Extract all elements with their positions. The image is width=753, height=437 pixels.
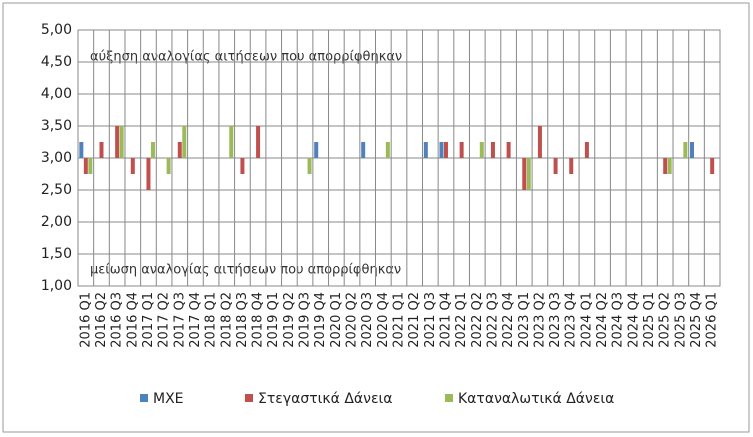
x-tick-label: 2021 Q3: [423, 292, 438, 348]
y-tick-label: 4,50: [41, 54, 72, 70]
x-tick-label: 2024 Q1: [579, 292, 594, 348]
x-tick-label: 2018 Q4: [251, 292, 266, 348]
x-tick-label: 2019 Q1: [266, 292, 281, 348]
x-tick-label: 2022 Q2: [470, 292, 485, 348]
x-tick-label: 2017 Q2: [157, 292, 172, 348]
x-tick-label: 2023 Q4: [564, 292, 579, 348]
x-tick-label: 2020 Q4: [376, 292, 391, 348]
x-tick-label: 2017 Q4: [188, 292, 203, 348]
bar: [182, 126, 187, 158]
bar: [115, 126, 120, 158]
x-tick-label: 2018 Q3: [235, 292, 250, 348]
y-tick-label: 5,00: [41, 22, 72, 38]
bar: [240, 158, 245, 174]
bar: [99, 142, 104, 158]
legend-label: Καταναλωτικά Δάνεια: [458, 391, 614, 407]
legend-label: Στεγαστικά Δάνεια: [258, 391, 392, 407]
bar: [490, 142, 495, 158]
x-tick-label: 2025 Q3: [673, 292, 688, 348]
bar: [553, 158, 558, 174]
bar: [526, 158, 531, 190]
x-tick-label: 2016 Q3: [110, 292, 125, 348]
legend-swatch: [445, 394, 453, 402]
bar: [385, 142, 390, 158]
x-tick-label: 2020 Q3: [360, 292, 375, 348]
bar: [166, 158, 171, 174]
bar: [569, 158, 574, 174]
bar: [130, 158, 135, 174]
bar: [83, 158, 88, 174]
bar: [256, 126, 261, 158]
x-tick-label: 2023 Q2: [532, 292, 547, 348]
x-tick-label: 2017 Q1: [141, 292, 156, 348]
bar: [88, 158, 93, 174]
bar: [307, 158, 312, 174]
x-tick-label: 2017 Q3: [172, 292, 187, 348]
bar: [119, 126, 124, 158]
x-tick-label: 2022 Q1: [454, 292, 469, 348]
x-tick-label: 2023 Q1: [517, 292, 532, 348]
bar: [690, 142, 695, 158]
bar: [506, 142, 511, 158]
bar: [439, 142, 444, 158]
x-tick-label: 2021 Q2: [407, 292, 422, 348]
x-tick-label: 2025 Q2: [658, 292, 673, 348]
x-tick-label: 2019 Q4: [313, 292, 328, 348]
bar: [150, 142, 155, 158]
bar: [229, 126, 234, 158]
y-tick-label: 1,50: [41, 246, 72, 262]
bar: [667, 158, 672, 174]
x-tick-label: 2026 Q1: [705, 292, 720, 348]
bar: [663, 158, 668, 174]
bar: [479, 142, 484, 158]
bar: [79, 142, 84, 158]
x-tick-label: 2024 Q4: [626, 292, 641, 348]
bar: [361, 142, 366, 158]
legend-swatch: [140, 394, 148, 402]
x-tick-label: 2021 Q1: [392, 292, 407, 348]
x-tick-label: 2022 Q3: [485, 292, 500, 348]
x-tick-label: 2025 Q4: [689, 292, 704, 348]
bar: [314, 142, 319, 158]
x-tick-label: 2022 Q4: [501, 292, 516, 348]
annotation: μείωση αναλογίας αιτήσεων που απορρίφθηκ…: [90, 263, 401, 278]
x-tick-label: 2020 Q1: [329, 292, 344, 348]
bar: [443, 142, 448, 158]
bar: [537, 126, 542, 158]
x-tick-label: 2016 Q2: [94, 292, 109, 348]
legend-label: ΜΧΕ: [153, 391, 184, 407]
x-tick-label: 2021 Q4: [438, 292, 453, 348]
x-tick-label: 2024 Q2: [595, 292, 610, 348]
y-tick-label: 3,50: [41, 118, 72, 134]
x-tick-label: 2016 Q1: [78, 292, 93, 348]
bar: [146, 158, 151, 190]
bar: [459, 142, 464, 158]
y-tick-label: 1,00: [41, 278, 72, 294]
x-tick-label: 2025 Q1: [642, 292, 657, 348]
x-tick-label: 2018 Q2: [219, 292, 234, 348]
y-tick-label: 4,00: [41, 86, 72, 102]
bar: [522, 158, 527, 190]
x-tick-label: 2024 Q3: [611, 292, 626, 348]
plot-area: [77, 29, 721, 287]
bar: [177, 142, 182, 158]
bar: [584, 142, 589, 158]
y-tick-label: 2,50: [41, 182, 72, 198]
x-tick-label: 2019 Q3: [298, 292, 313, 348]
x-tick-label: 2018 Q1: [204, 292, 219, 348]
x-tick-label: 2016 Q4: [125, 292, 140, 348]
y-tick-label: 3,00: [41, 150, 72, 166]
y-tick-label: 2,00: [41, 214, 72, 230]
legend-swatch: [245, 394, 253, 402]
x-tick-label: 2023 Q3: [548, 292, 563, 348]
x-tick-label: 2020 Q2: [345, 292, 360, 348]
annotation: αύξηση αναλογίας αιτήσεων που απορρίφθηκ…: [90, 50, 402, 65]
bar: [683, 142, 688, 158]
bar: [423, 142, 428, 158]
x-tick-label: 2019 Q2: [282, 292, 297, 348]
bar: [710, 158, 715, 174]
